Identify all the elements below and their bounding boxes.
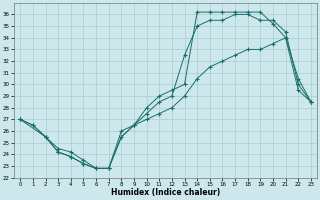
X-axis label: Humidex (Indice chaleur): Humidex (Indice chaleur) — [111, 188, 220, 197]
